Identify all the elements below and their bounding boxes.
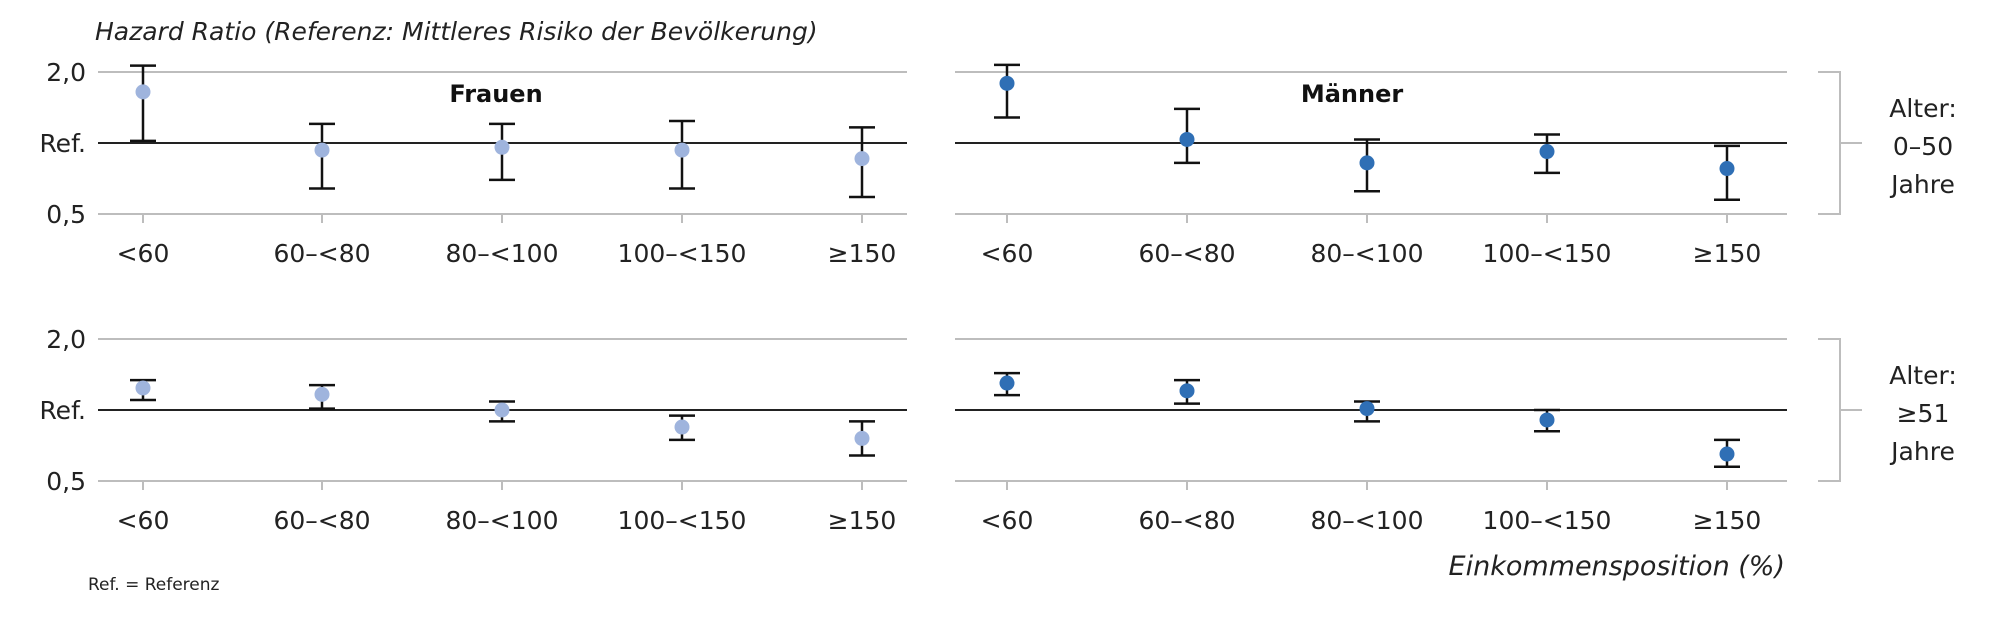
data-point-p0-1 [314,142,330,158]
x-tick-label: ≥150 [1693,506,1762,535]
age-group-label: Jahre [1889,437,1955,466]
x-tick-label: 80–<100 [1311,506,1424,535]
data-point-p1-2 [1359,155,1375,171]
x-tick-label: 80–<100 [1311,239,1424,268]
x-tick-label: ≥150 [828,506,897,535]
x-tick-label: 60–<80 [273,506,370,535]
y-tick-label: 2,0 [46,325,86,354]
age-group-label: ≥51 [1897,399,1950,428]
y-tick-label: Ref. [39,129,86,158]
age-bracket-r0 [1818,71,1862,215]
data-point-p3-2 [1359,401,1375,417]
data-point-p0-2 [494,139,510,155]
x-tick-label: <60 [117,239,170,268]
reference-note: Ref. = Referenz [88,575,220,595]
data-point-p3-1 [1179,383,1195,399]
data-point-p1-3 [1539,144,1555,160]
x-tick-label: 80–<100 [446,239,559,268]
data-point-p0-0 [135,84,151,100]
data-point-p0-4 [854,151,870,167]
age-group-label: Alter: [1889,94,1957,123]
data-point-p1-0 [999,75,1015,91]
panel-title-frauen: Frauen [449,80,542,108]
x-tick-label: 100–<150 [618,506,747,535]
data-point-p2-4 [854,430,870,446]
y-tick-label: 0,5 [46,200,86,229]
y-tick-label: 0,5 [46,467,86,496]
age-group-label: Alter: [1889,361,1957,390]
x-tick-label: 100–<150 [618,239,747,268]
x-tick-label: 60–<80 [1138,239,1235,268]
x-tick-label: 60–<80 [1138,506,1235,535]
data-point-p2-0 [135,380,151,396]
data-point-p3-3 [1539,412,1555,428]
x-tick-label: 80–<100 [446,506,559,535]
data-point-p2-2 [494,402,510,418]
x-tick-label: ≥150 [1693,239,1762,268]
x-axis-title: Einkommensposition (%) [1449,551,1785,582]
x-tick-label: ≥150 [828,239,897,268]
age-group-label: Jahre [1889,170,1955,199]
data-point-p3-0 [999,375,1015,391]
x-tick-label: 100–<150 [1483,506,1612,535]
y-tick-label: Ref. [39,396,86,425]
data-point-p0-3 [674,142,690,158]
panel-title-maenner: Männer [1301,80,1404,108]
data-point-p1-1 [1179,131,1195,147]
data-point-p2-3 [674,419,690,435]
age-group-label: 0–50 [1893,132,1953,161]
x-tick-label: 60–<80 [273,239,370,268]
y-tick-label: 2,0 [46,58,86,87]
chart-marks: <60 60–<80 80–<100 100–<150 ≥150 <60 60–<80 80–… [39,58,1956,535]
y-axis-title: Hazard Ratio (Referenz: Mittleres Risiko… [95,17,818,46]
data-point-p2-1 [314,386,330,402]
x-tick-label: <60 [117,506,170,535]
data-point-p3-4 [1719,446,1735,462]
data-point-p1-4 [1719,161,1735,177]
x-tick-label: 100–<150 [1483,239,1612,268]
age-bracket-r1 [1818,338,1862,482]
x-tick-label: <60 [981,506,1034,535]
x-tick-label: <60 [981,239,1034,268]
